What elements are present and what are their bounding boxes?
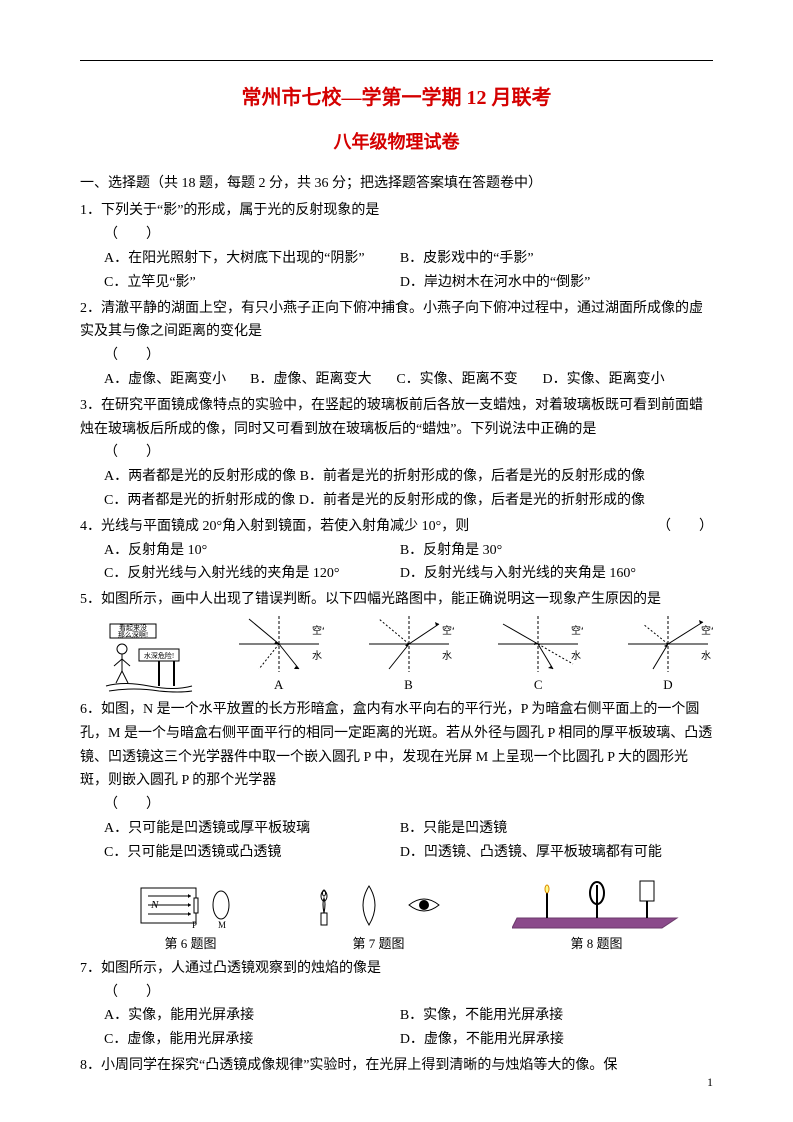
fig8-icon bbox=[512, 873, 682, 933]
q5-sign3: 水深危险! bbox=[144, 651, 174, 660]
q5-stem: 5．如图所示，画中人出现了错误判断。以下四幅光路图中，能正确说明这一现象产生原因… bbox=[80, 588, 713, 612]
q3-D: D．前者是光的反射形成的像，后者是光的折射形成的像 bbox=[299, 493, 645, 508]
question-5: 5．如图所示，画中人出现了错误判断。以下四幅光路图中，能正确说明这一现象产生原因… bbox=[80, 588, 713, 696]
q1-B: B．皮影戏中的“手影” bbox=[400, 247, 692, 271]
q6-D: D．凹透镜、凸透镜、厚平板玻璃都有可能 bbox=[400, 841, 692, 865]
q2-B: B．虚像、距离变大 bbox=[250, 368, 396, 392]
q5-label-A: A bbox=[234, 674, 324, 696]
q5-rays-D-icon: 空气 水 bbox=[623, 614, 713, 674]
q4-stem: 4．光线与平面镜成 20°角入射到镜面，若使入射角减少 10°，则 （ ） bbox=[80, 515, 713, 539]
q2-C: C．实像、距离不变 bbox=[396, 368, 542, 392]
q7-paren: （ ） bbox=[104, 981, 713, 1005]
svg-text:P: P bbox=[192, 920, 197, 930]
fig8-label: 第 8 题图 bbox=[512, 933, 682, 955]
q5-air-A: 空气 bbox=[312, 624, 324, 637]
fig7-icon bbox=[309, 878, 449, 933]
q1-options: A．在阳光照射下，大树底下出现的“阴影” B．皮影戏中的“手影” C．立竿见“影… bbox=[104, 247, 713, 295]
q5-water-D: 水 bbox=[701, 650, 711, 662]
question-1: 1．下列关于“影”的形成，属于光的反射现象的是 （ ） A．在阳光照射下，大树底… bbox=[80, 199, 713, 294]
fig7-block: 第 7 题图 bbox=[309, 878, 449, 955]
q5-rays-A-icon: 空气 水 bbox=[234, 614, 324, 674]
question-2: 2．清澈平静的湖面上空，有只小燕子正向下俯冲捕食。小燕子向下俯冲过程中，通过湖面… bbox=[80, 297, 713, 392]
question-4: 4．光线与平面镜成 20°角入射到镜面，若使入射角减少 10°，则 （ ） A．… bbox=[80, 515, 713, 586]
q7-options: A．实像，能用光屏承接 B．实像，不能用光屏承接 C．虚像，能用光屏承接 D．虚… bbox=[104, 1004, 713, 1052]
q7-D: D．虚像，不能用光屏承接 bbox=[400, 1028, 692, 1052]
q4-A: A．反射角是 10° bbox=[104, 539, 396, 563]
q5-air-C: 空气 bbox=[571, 624, 583, 637]
q5-diagram-C: 空气 水 C bbox=[493, 614, 583, 696]
exam-page: 常州市七校—学第一学期 12 月联考 八年级物理试卷 一、选择题（共 18 题，… bbox=[0, 0, 793, 1122]
q4-D: D．反射光线与入射光线的夹角是 160° bbox=[400, 562, 692, 586]
q5-rays-B-icon: 空气 水 bbox=[364, 614, 454, 674]
q2-paren: （ ） bbox=[104, 344, 713, 368]
page-number: 1 bbox=[707, 1072, 713, 1092]
question-8: 8．小周同学在探究“凸透镜成像规律”实验时，在光屏上得到清晰的与烛焰等大的像。保 bbox=[80, 1054, 713, 1078]
question-3: 3．在研究平面镜成像特点的实验中，在竖起的玻璃板前后各放一支蜡烛，对着玻璃板既可… bbox=[80, 394, 713, 513]
q1-stem: 1．下列关于“影”的形成，属于光的反射现象的是 bbox=[80, 199, 713, 223]
q7-C: C．虚像，能用光屏承接 bbox=[104, 1028, 396, 1052]
q5-air-B: 空气 bbox=[442, 624, 454, 637]
q5-label-D: D bbox=[623, 674, 713, 696]
q5-label-C: C bbox=[493, 674, 583, 696]
q2-A: A．虚像、距离变小 bbox=[104, 368, 250, 392]
question-7: 7．如图所示，人通过凸透镜观察到的烛焰的像是 （ ） A．实像，能用光屏承接 B… bbox=[80, 957, 713, 1052]
q3-C: C．两者都是光的折射形成的像 bbox=[104, 493, 295, 508]
q4-C: C．反射光线与入射光线的夹角是 120° bbox=[104, 562, 396, 586]
q3-stem: 3．在研究平面镜成像特点的实验中，在竖起的玻璃板前后各放一支蜡烛，对着玻璃板既可… bbox=[80, 394, 713, 442]
fig6-icon: N P M bbox=[136, 878, 246, 933]
q1-A: A．在阳光照射下，大树底下出现的“阴影” bbox=[104, 247, 396, 271]
title-sub: 八年级物理试卷 bbox=[80, 127, 713, 158]
title-main: 常州市七校—学第一学期 12 月联考 bbox=[80, 81, 713, 115]
q4-B: B．反射角是 30° bbox=[400, 539, 692, 563]
q5-water-A: 水 bbox=[312, 650, 322, 662]
q5-diagram-A: 空气 水 A bbox=[234, 614, 324, 696]
question-6: 6．如图，N 是一个水平放置的长方形暗盒，盒内有水平向右的平行光，P 为暗盒右侧… bbox=[80, 698, 713, 955]
q3-paren: （ ） bbox=[104, 441, 713, 465]
q5-rays-C-icon: 空气 水 bbox=[493, 614, 583, 674]
svg-text:M: M bbox=[218, 920, 226, 930]
q1-paren: （ ） bbox=[104, 223, 713, 247]
q5-sign2: 那么深啊! bbox=[118, 630, 148, 639]
q5-water-B: 水 bbox=[442, 650, 452, 662]
q6-B: B．只能是凹透镜 bbox=[400, 817, 692, 841]
q6-stem: 6．如图，N 是一个水平放置的长方形暗盒，盒内有水平向右的平行光，P 为暗盒右侧… bbox=[80, 698, 713, 793]
q2-D: D．实像、距离变小 bbox=[542, 368, 688, 392]
q5-diagram-D: 空气 水 D bbox=[623, 614, 713, 696]
q4-options: A．反射角是 10° B．反射角是 30° C．反射光线与入射光线的夹角是 12… bbox=[104, 539, 713, 587]
q6-options: A．只可能是凹透镜或厚平板玻璃 B．只能是凹透镜 C．只可能是凹透镜或凸透镜 D… bbox=[104, 817, 713, 865]
figure-row-678: N P M 第 6 题图 bbox=[104, 873, 713, 955]
q1-C: C．立竿见“影” bbox=[104, 271, 396, 295]
q7-A: A．实像，能用光屏承接 bbox=[104, 1004, 396, 1028]
q5-figure-row: 看起来没 那么深啊! 水深危险! 空气 bbox=[104, 614, 713, 696]
q3-B: B．前者是光的折射形成的像，后者是光的反射形成的像 bbox=[300, 469, 645, 484]
top-rule bbox=[80, 60, 713, 61]
fig8-block: 第 8 题图 bbox=[512, 873, 682, 955]
q5-label-B: B bbox=[364, 674, 454, 696]
section-1-header: 一、选择题（共 18 题，每题 2 分，共 36 分；把选择题答案填在答题卷中） bbox=[80, 172, 713, 196]
q3-options: A．两者都是光的反射形成的像 B．前者是光的折射形成的像，后者是光的反射形成的像… bbox=[104, 465, 713, 513]
q5-diagram-B: 空气 水 B bbox=[364, 614, 454, 696]
q7-B: B．实像，不能用光屏承接 bbox=[400, 1004, 692, 1028]
q5-water-C: 水 bbox=[571, 650, 581, 662]
q6-C: C．只可能是凹透镜或凸透镜 bbox=[104, 841, 396, 865]
fig6-label: 第 6 题图 bbox=[136, 933, 246, 955]
fig7-label: 第 7 题图 bbox=[309, 933, 449, 955]
q7-stem: 7．如图所示，人通过凸透镜观察到的烛焰的像是 bbox=[80, 957, 713, 981]
q3-A: A．两者都是光的反射形成的像 bbox=[104, 469, 296, 484]
fig6-block: N P M 第 6 题图 bbox=[136, 878, 246, 955]
q8-stem: 8．小周同学在探究“凸透镜成像规律”实验时，在光屏上得到清晰的与烛焰等大的像。保 bbox=[80, 1054, 713, 1078]
q6-paren: （ ） bbox=[104, 793, 713, 817]
q6-A: A．只可能是凹透镜或厚平板玻璃 bbox=[104, 817, 396, 841]
q1-D: D．岸边树木在河水中的“倒影” bbox=[400, 271, 692, 295]
q2-options: A．虚像、距离变小 B．虚像、距离变大 C．实像、距离不变 D．实像、距离变小 bbox=[104, 368, 713, 392]
q4-stem-text: 4．光线与平面镜成 20°角入射到镜面，若使入射角减少 10°，则 bbox=[80, 519, 469, 534]
q5-air-D: 空气 bbox=[701, 624, 713, 637]
q4-paren: （ ） bbox=[657, 515, 713, 539]
q2-stem: 2．清澈平静的湖面上空，有只小燕子正向下俯冲捕食。小燕子向下俯冲过程中，通过湖面… bbox=[80, 297, 713, 345]
q5-cartoon-icon: 看起来没 那么深啊! 水深危险! bbox=[104, 621, 194, 696]
